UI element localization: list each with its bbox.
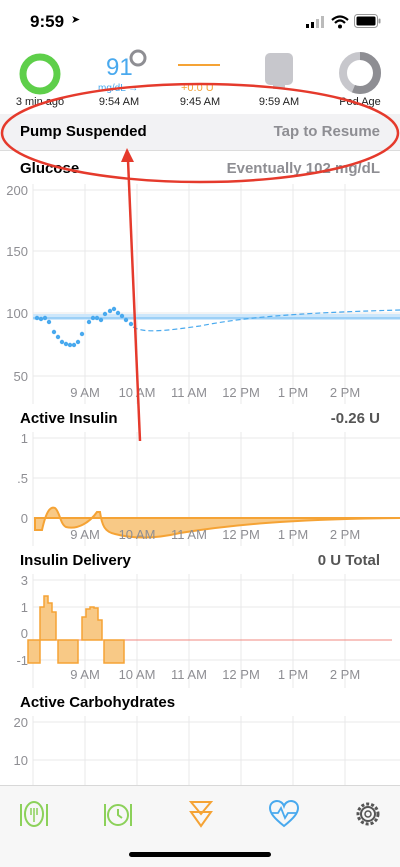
tap-to-resume-button[interactable]: Tap to Resume [273, 123, 380, 140]
glucose-point [98, 317, 104, 323]
home-indicator [129, 852, 271, 857]
delivery-x-tick: 2 PM [330, 667, 360, 682]
charts-area[interactable]: 200 150 100 50 9 AM 10 AM 11 AM 12 PM 1 … [0, 0, 400, 785]
glucose-time: 9:54 AM [98, 96, 140, 108]
delivery-y-tick: 3 [21, 573, 28, 588]
annotation-circle [0, 82, 400, 184]
glucose-point [51, 329, 57, 335]
delivery-y-tick: 1 [21, 600, 28, 615]
glucose-y-tick: 150 [6, 244, 28, 259]
loop-status-icon[interactable] [18, 52, 62, 96]
glucose-point [123, 317, 129, 323]
glucose-y-tick: 100 [6, 306, 28, 321]
glucose-point [119, 313, 125, 319]
glucose-point [67, 342, 73, 348]
settings-gear-icon[interactable] [352, 798, 384, 830]
insulin-y-tick: 0 [21, 511, 28, 526]
insulin-x-tick: 1 PM [278, 527, 308, 542]
battery-icon [354, 14, 381, 28]
glucose-point [55, 334, 61, 340]
delivery-y-tick: 0 [21, 626, 28, 641]
insulin-delivery-title: Insulin Delivery [20, 552, 131, 569]
location-arrow-icon: ➤ [71, 14, 81, 26]
glucose-point [71, 342, 77, 348]
insulin-delivery-total: 0 U Total [317, 552, 380, 569]
active-insulin-area [34, 506, 400, 539]
glucose-x-tick: 9 AM [70, 385, 100, 400]
insulin-y-tick: 1 [21, 431, 28, 446]
glucose-point [79, 331, 85, 337]
glucose-y-tick: 200 [6, 183, 28, 198]
glucose-point [75, 339, 81, 345]
bolus-icon[interactable] [185, 798, 217, 830]
pump-suspended-label: Pump Suspended [20, 123, 147, 140]
insulin-x-tick: 12 PM [222, 527, 260, 542]
glucose-point [38, 316, 44, 322]
glucose-chart-title: Glucose [20, 160, 80, 177]
carb-entry-icon[interactable] [18, 798, 50, 830]
pump-status-banner[interactable]: Pump Suspended Tap to Resume [0, 114, 400, 151]
vertical-grid [32, 184, 346, 785]
eventual-glucose-value: Eventually 102 mg/dL [226, 160, 380, 177]
annotation-arrow-line [126, 159, 142, 442]
temp-basal-time: 9:45 AM [179, 96, 221, 108]
delivery-x-tick: 12 PM [222, 667, 260, 682]
health-heart-icon[interactable] [268, 798, 300, 830]
glucose-point [111, 306, 117, 312]
glucose-x-tick: 1 PM [278, 385, 308, 400]
active-insulin-value: -0.26 U [330, 410, 380, 427]
horizontal-grid [33, 189, 400, 761]
carbs-y-tick: 20 [14, 715, 28, 730]
glucose-point [46, 319, 52, 325]
glucose-point [90, 315, 96, 321]
glucose-point [102, 311, 108, 317]
reservoir-time: 9:59 AM [258, 96, 300, 108]
delivery-x-tick: 1 PM [278, 667, 308, 682]
active-carbs-title: Active Carbohydrates [20, 694, 176, 711]
insulin-x-tick: 11 AM [171, 527, 207, 542]
glucose-point [42, 315, 48, 321]
glucose-point [94, 315, 100, 321]
carbs-y-tick: 10 [14, 753, 28, 768]
basal-delivery-bars [27, 595, 125, 664]
glucose-point [115, 310, 121, 316]
insulin-y-tick: .5 [17, 471, 28, 486]
glucose-point [128, 321, 134, 327]
temp-basal-line [178, 64, 220, 66]
cellular-signal-icon [306, 16, 324, 28]
delivery-y-tick: -1 [16, 653, 28, 668]
pod-age-icon[interactable] [337, 50, 383, 96]
glucose-point [34, 315, 40, 321]
active-insulin-title: Active Insulin [20, 410, 118, 427]
status-bar: 9:59 ➤ [0, 0, 400, 44]
insulin-x-tick: 2 PM [330, 527, 360, 542]
delivery-x-tick: 10 AM [119, 667, 156, 682]
glucose-x-tick: 11 AM [171, 385, 207, 400]
glucose-x-tick: 12 PM [222, 385, 260, 400]
hud-bar: 3 min ago 91 mg/dL → 9:54 AM +0.0 U 9:45… [0, 44, 400, 114]
loop-last-run: 3 min ago [15, 96, 65, 108]
delivery-x-tick: 11 AM [171, 667, 207, 682]
glucose-point [63, 341, 69, 347]
glucose-value: 91 [106, 54, 133, 81]
glucose-readings [34, 306, 134, 348]
meal-bolus-icon[interactable] [102, 798, 134, 830]
insulin-x-tick: 9 AM [70, 527, 100, 542]
glucose-point [59, 339, 65, 345]
status-time: 9:59 [30, 12, 65, 31]
glucose-y-tick: 50 [14, 369, 28, 384]
glucose-trend-icon [129, 49, 147, 67]
annotation-arrow-head [121, 148, 134, 162]
wifi-icon [331, 15, 349, 29]
glucose-x-tick: 2 PM [330, 385, 360, 400]
delivery-x-tick: 9 AM [70, 667, 100, 682]
glucose-point [107, 308, 113, 314]
glucose-prediction-line [132, 309, 400, 332]
pod-age-label: Pod Age [339, 96, 381, 108]
insulin-x-tick: 10 AM [119, 527, 156, 542]
glucose-point [86, 319, 92, 325]
glucose-target-range [33, 314, 400, 320]
